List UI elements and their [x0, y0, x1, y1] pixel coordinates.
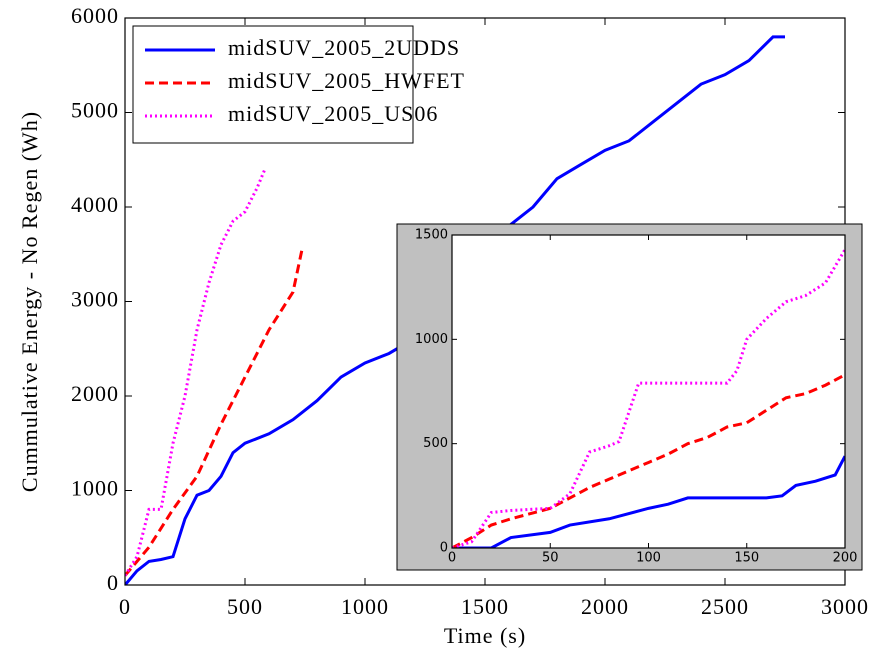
y-tick-label: 0 [107, 570, 119, 595]
x-tick-label: 3000 [821, 594, 869, 619]
x-tick-label: 1000 [341, 594, 389, 619]
series-line [125, 246, 305, 577]
x-tick-label: 500 [227, 594, 263, 619]
y-tick-label: 1000 [71, 476, 119, 501]
x-tick-label: 1500 [461, 594, 509, 619]
x-tick-label: 100 [636, 551, 661, 566]
legend-label: midSUV_2005_HWFET [228, 68, 465, 93]
y-tick-label: 4000 [71, 192, 119, 217]
y-tick-label: 2000 [71, 381, 119, 406]
x-tick-label: 2500 [701, 594, 749, 619]
x-tick-label: 150 [734, 551, 759, 566]
y-tick-label: 1000 [415, 332, 448, 347]
x-axis-label: Time (s) [444, 623, 526, 648]
y-tick-label: 3000 [71, 287, 119, 312]
y-axis-label: Cummulative Energy - No Regen (Wh) [17, 111, 42, 492]
series-line [452, 455, 845, 548]
y-tick-label: 0 [440, 541, 448, 556]
x-tick-label: 0 [119, 594, 131, 619]
y-tick-label: 6000 [71, 3, 119, 28]
x-tick-label: 2000 [581, 594, 629, 619]
series-line [452, 373, 845, 548]
x-tick-label: 50 [542, 551, 559, 566]
plot: 0 50 100 150 200 0 500 1000 1500 [396, 223, 863, 571]
legend-label: midSUV_2005_2UDDS [228, 35, 460, 60]
series-line [125, 168, 267, 577]
plot-area [452, 235, 845, 548]
y-tick-label: 5000 [71, 98, 119, 123]
x-tick-label: 0 [448, 551, 456, 566]
x-tick-label: 200 [833, 551, 858, 566]
y-tick-label: 1500 [415, 228, 448, 243]
legend-label: midSUV_2005_US06 [228, 101, 438, 126]
y-tick-label: 500 [423, 436, 448, 451]
